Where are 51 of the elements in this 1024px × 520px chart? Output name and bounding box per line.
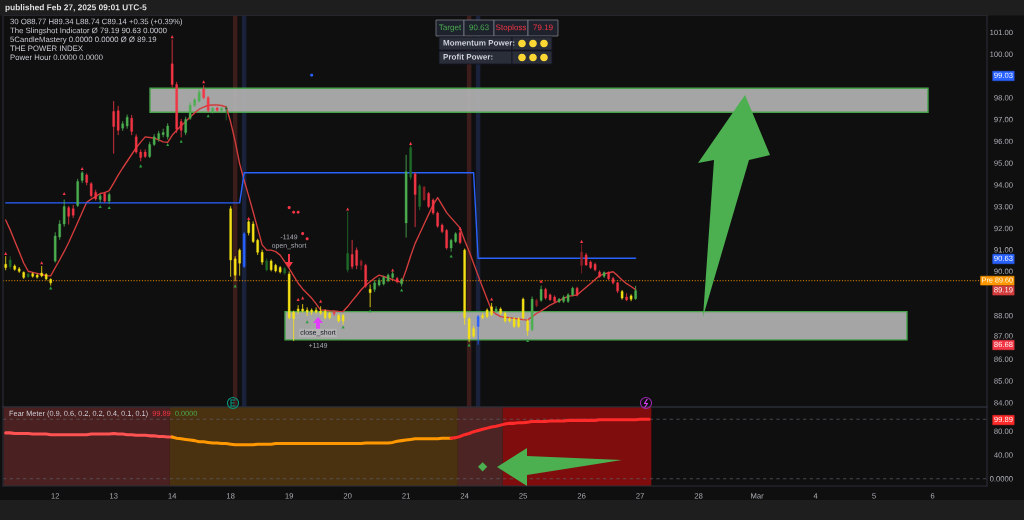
point <box>539 279 543 283</box>
annotation: 90.63 <box>469 24 489 31</box>
annotation: Profit Power: <box>443 53 493 60</box>
annotation: 79.19 <box>533 24 553 31</box>
candlestick <box>4 256 7 271</box>
point <box>409 141 413 145</box>
annotation: Stoploss <box>495 24 527 32</box>
candlestick <box>377 278 381 287</box>
candlestick <box>116 105 120 136</box>
candlestick <box>413 172 417 228</box>
candlestick <box>112 101 115 154</box>
chart-title: published Feb 27, 2025 09:01 UTC-5 <box>5 4 147 12</box>
line-series <box>170 435 453 447</box>
candlestick <box>332 310 336 316</box>
point <box>179 139 183 143</box>
candlestick <box>364 263 367 288</box>
candlestick <box>62 199 66 227</box>
candlestick <box>418 184 421 211</box>
point <box>580 239 584 243</box>
candlestick <box>130 115 133 136</box>
point <box>4 251 8 255</box>
point <box>346 207 350 211</box>
candlestick <box>359 259 363 271</box>
annotation: Momentum Power: <box>443 40 515 46</box>
candlestick <box>238 248 241 276</box>
point <box>319 299 323 303</box>
point <box>400 288 404 292</box>
line-series <box>449 417 651 440</box>
candlestick <box>224 106 228 121</box>
candlestick <box>350 239 354 270</box>
candlestick <box>134 134 138 154</box>
point <box>449 254 453 258</box>
candlestick <box>476 315 480 345</box>
candlestick <box>580 244 583 274</box>
candlestick <box>557 298 561 303</box>
point <box>301 232 305 236</box>
point <box>247 216 251 220</box>
candlestick <box>341 313 345 325</box>
candlestick <box>386 273 390 283</box>
candlestick <box>35 273 39 279</box>
candlestick <box>346 211 349 273</box>
point <box>526 339 530 343</box>
point <box>202 80 206 84</box>
candlestick <box>521 297 525 320</box>
candlestick <box>76 178 79 207</box>
candlestick <box>368 284 372 308</box>
annotation: Target <box>438 24 462 32</box>
point <box>166 142 170 147</box>
candlestick <box>467 317 471 343</box>
point <box>305 237 309 241</box>
point <box>341 325 345 329</box>
